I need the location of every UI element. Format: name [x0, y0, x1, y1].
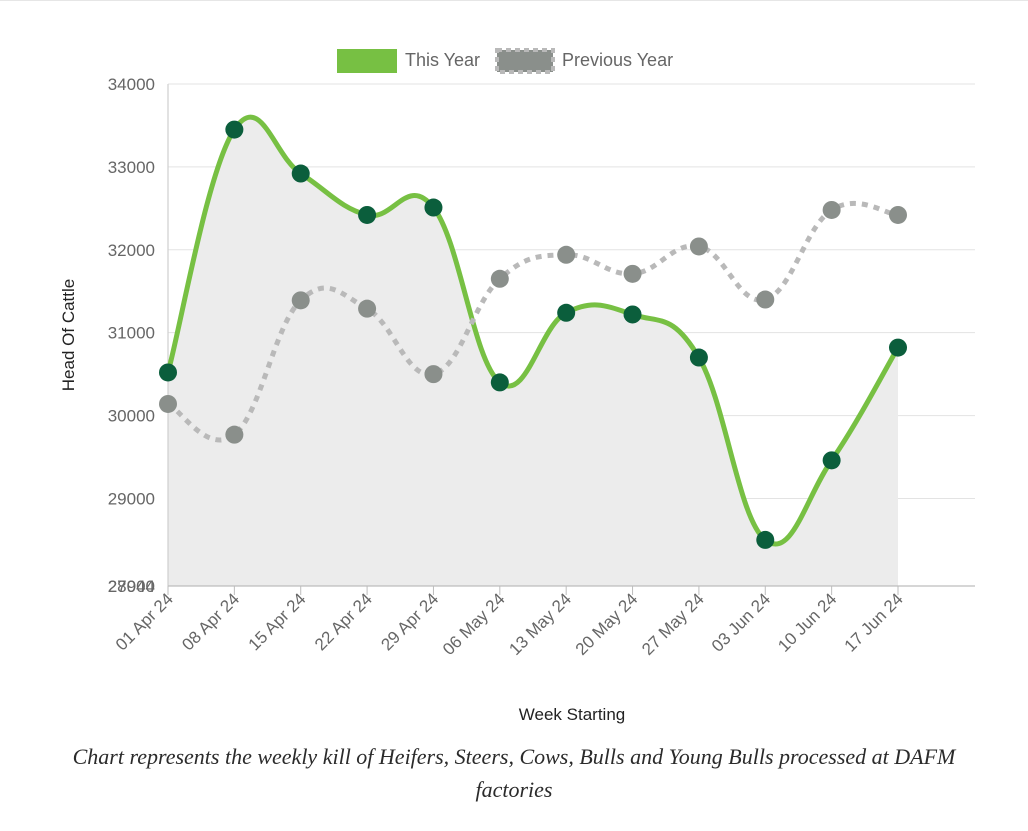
data-point-previous-year[interactable] — [689, 237, 708, 256]
x-tick-label: 13 May 24 — [505, 589, 575, 659]
data-point-previous-year[interactable] — [291, 291, 310, 310]
data-point-this-year[interactable] — [424, 198, 443, 217]
x-tick-label: 08 Apr 24 — [178, 589, 243, 654]
x-tick-labels: 01 Apr 24 08 Apr 24 15 Apr 24 22 Apr 24 29 A… — [112, 589, 907, 659]
y-tick-label: 32000 — [108, 241, 155, 260]
data-point-this-year[interactable] — [689, 348, 708, 367]
x-tick-label: 17 Jun 24 — [841, 589, 907, 655]
axes — [167, 84, 975, 587]
data-point-previous-year[interactable] — [424, 365, 443, 384]
y-tick-label: 31000 — [108, 324, 155, 343]
x-tick-label: 15 Apr 24 — [245, 589, 310, 654]
data-point-previous-year[interactable] — [822, 200, 841, 219]
data-point-previous-year[interactable] — [490, 269, 509, 288]
x-tick-label: 01 Apr 24 — [112, 589, 177, 654]
series-points — [159, 120, 907, 549]
data-point-this-year[interactable] — [358, 205, 377, 224]
y-tick-label: 33000 — [108, 158, 155, 177]
data-point-previous-year[interactable] — [358, 299, 377, 318]
data-point-previous-year[interactable] — [756, 290, 775, 309]
legend-item-this-year[interactable]: This Year — [337, 49, 480, 73]
y-tick-label: 29000 — [108, 489, 155, 508]
x-tick-label: 10 Jun 24 — [774, 589, 840, 655]
data-point-previous-year[interactable] — [623, 264, 642, 283]
y-axis-title: Head Of Cattle — [59, 279, 78, 391]
x-tick-label: 20 May 24 — [572, 589, 642, 659]
area-fill — [168, 117, 898, 587]
legend-item-previous-year[interactable]: Previous Year — [495, 48, 673, 74]
top-divider — [0, 0, 1028, 1]
line-chart: 29000 30000 31000 32000 33000 34000 2794428000… — [59, 48, 975, 724]
legend-swatch-previous-year — [495, 48, 555, 74]
data-point-this-year[interactable] — [490, 373, 509, 392]
legend-label-previous-year: Previous Year — [562, 50, 673, 70]
x-tick-label: 03 Jun 24 — [708, 589, 774, 655]
y-tick-label: 27944 — [108, 577, 155, 596]
data-point-this-year[interactable] — [889, 338, 907, 357]
chart-caption: Chart represents the weekly kill of Heif… — [72, 744, 956, 802]
legend[interactable]: This Year Previous Year — [337, 48, 673, 74]
area-this-year — [168, 117, 898, 587]
data-point-this-year[interactable] — [822, 451, 841, 470]
data-point-this-year[interactable] — [756, 530, 775, 549]
x-tick-label: 22 Apr 24 — [311, 589, 376, 654]
data-point-this-year[interactable] — [623, 305, 642, 324]
data-point-previous-year[interactable] — [159, 394, 177, 413]
data-point-previous-year[interactable] — [889, 205, 907, 224]
legend-swatch-this-year — [337, 49, 397, 73]
x-tick-label: 06 May 24 — [439, 589, 509, 659]
y-tick-label: 34000 — [108, 75, 155, 94]
y-tick-label: 30000 — [108, 407, 155, 426]
x-tick-label: 27 May 24 — [638, 589, 708, 659]
x-tick-label: 29 Apr 24 — [377, 589, 442, 654]
data-point-previous-year[interactable] — [557, 245, 576, 264]
data-point-this-year[interactable] — [159, 363, 177, 382]
data-point-this-year[interactable] — [291, 164, 310, 183]
y-tick-label: 28000 — [108, 577, 155, 596]
legend-label-this-year: This Year — [405, 50, 480, 70]
data-point-this-year[interactable] — [557, 303, 576, 322]
x-axis-title: Week Starting — [519, 705, 625, 724]
data-point-previous-year[interactable] — [225, 425, 244, 444]
data-point-this-year[interactable] — [225, 120, 244, 139]
